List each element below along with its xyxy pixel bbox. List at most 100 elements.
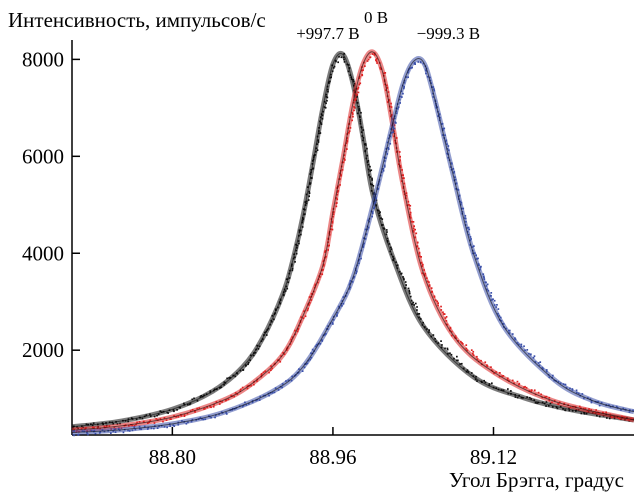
data-point xyxy=(352,79,354,81)
data-point xyxy=(367,168,370,171)
data-point xyxy=(409,217,412,219)
data-point xyxy=(376,57,378,60)
data-point xyxy=(340,173,342,176)
data-point xyxy=(507,388,509,390)
data-point xyxy=(426,328,428,330)
data-point xyxy=(264,370,267,373)
data-point xyxy=(366,147,368,150)
data-point xyxy=(338,305,340,308)
data-point xyxy=(558,401,561,404)
data-point xyxy=(362,244,365,246)
data-point xyxy=(287,379,290,382)
data-point xyxy=(399,166,402,169)
data-point xyxy=(248,403,250,405)
data-point xyxy=(291,336,294,338)
data-point xyxy=(298,242,300,245)
data-point xyxy=(205,393,208,395)
data-point xyxy=(128,424,130,427)
data-point xyxy=(246,385,249,387)
data-point xyxy=(92,422,95,425)
data-point xyxy=(364,228,367,231)
data-point xyxy=(408,289,410,292)
data-point xyxy=(426,75,429,78)
data-point xyxy=(528,390,531,392)
data-point xyxy=(348,67,351,69)
data-point xyxy=(369,165,371,168)
data-point xyxy=(326,88,329,91)
data-point xyxy=(181,420,183,422)
data-point xyxy=(403,87,405,90)
data-point xyxy=(435,340,437,343)
data-point xyxy=(153,427,155,430)
data-point xyxy=(314,154,316,156)
data-point xyxy=(83,430,86,433)
data-point xyxy=(352,277,355,279)
data-point xyxy=(452,168,455,170)
data-point xyxy=(112,430,115,433)
data-point xyxy=(430,82,432,84)
data-point xyxy=(362,69,364,71)
data-point xyxy=(548,399,551,402)
data-point xyxy=(511,333,514,335)
data-point xyxy=(327,81,330,84)
data-point xyxy=(146,428,149,430)
data-point xyxy=(365,233,368,235)
data-point xyxy=(473,245,475,247)
data-point xyxy=(352,80,355,83)
data-point xyxy=(348,116,351,118)
data-point xyxy=(414,228,416,231)
data-point xyxy=(149,415,152,418)
data-point xyxy=(418,316,420,319)
data-point xyxy=(341,305,343,307)
data-point xyxy=(526,396,528,398)
data-point xyxy=(352,113,354,115)
data-point xyxy=(482,275,485,278)
data-point xyxy=(196,399,199,402)
data-point xyxy=(259,395,262,398)
data-point xyxy=(402,276,404,278)
data-point xyxy=(409,67,412,69)
data-point xyxy=(196,407,198,410)
data-point xyxy=(476,355,478,358)
data-point xyxy=(367,58,370,61)
data-point xyxy=(598,404,601,407)
data-point xyxy=(594,411,596,414)
data-point xyxy=(425,72,427,75)
data-point xyxy=(396,107,399,110)
data-point xyxy=(443,313,446,315)
data-point xyxy=(420,256,422,258)
data-point xyxy=(416,306,418,308)
data-point xyxy=(434,299,437,302)
data-point xyxy=(387,137,390,140)
data-point xyxy=(398,270,401,273)
data-point xyxy=(327,249,329,251)
data-point xyxy=(590,409,592,411)
data-point xyxy=(457,189,460,191)
data-point xyxy=(367,160,370,162)
data-point xyxy=(366,60,369,62)
data-point xyxy=(273,318,275,321)
data-point xyxy=(590,401,593,404)
data-point xyxy=(186,412,189,415)
data-point xyxy=(476,380,478,382)
data-point xyxy=(530,390,532,393)
data-point xyxy=(333,65,336,68)
data-point xyxy=(76,426,78,428)
data-point xyxy=(479,268,481,271)
data-point xyxy=(321,340,324,342)
data-point xyxy=(298,229,301,232)
data-point xyxy=(202,418,205,421)
data-point xyxy=(220,386,223,389)
data-point xyxy=(213,388,216,391)
data-point xyxy=(488,383,491,385)
data-point xyxy=(405,194,408,197)
data-point xyxy=(345,142,348,144)
data-point xyxy=(245,404,248,406)
data-point xyxy=(440,346,443,349)
data-point xyxy=(559,405,562,408)
data-point xyxy=(194,411,196,413)
data-point xyxy=(279,360,282,363)
data-point xyxy=(301,370,304,372)
data-point xyxy=(569,406,572,409)
data-point xyxy=(615,405,618,408)
